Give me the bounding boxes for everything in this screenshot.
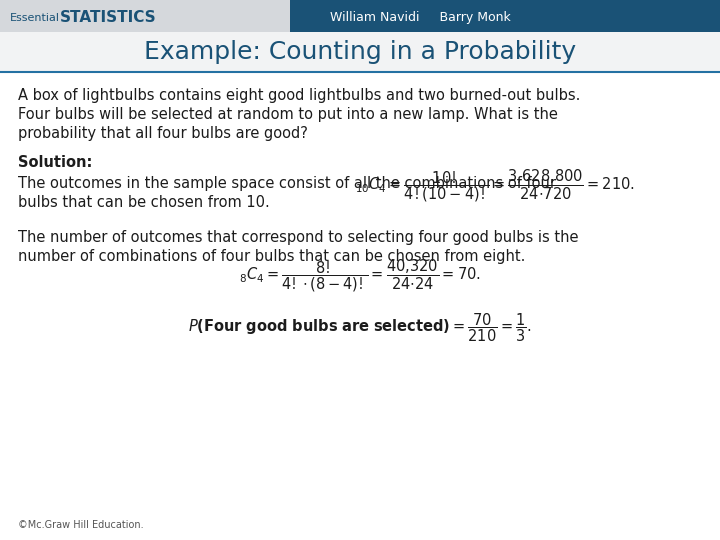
Text: ${}_{10}C_4 = \dfrac{10!}{4!(10-4)!} = \dfrac{3{,}628{,}800}{24{\cdot}720} = 210: ${}_{10}C_4 = \dfrac{10!}{4!(10-4)!} = \… [355, 168, 635, 204]
Text: Four bulbs will be selected at random to put into a new lamp. What is the: Four bulbs will be selected at random to… [18, 107, 558, 122]
Text: A box of lightbulbs contains eight good lightbulbs and two burned-out bulbs.: A box of lightbulbs contains eight good … [18, 88, 580, 103]
Text: The outcomes in the sample space consist of all the combinations of four: The outcomes in the sample space consist… [18, 176, 556, 191]
Bar [0, 0, 290, 35]
Text: probability that all four bulbs are good?: probability that all four bulbs are good… [18, 126, 308, 141]
Text: $P\mathbf{(Four\ good\ bulbs\ are\ selected)} = \dfrac{70}{210} = \dfrac{1}{3}.$: $P\mathbf{(Four\ good\ bulbs\ are\ selec… [188, 312, 532, 345]
Text: The number of outcomes that correspond to selecting four good bulbs is the: The number of outcomes that correspond t… [18, 230, 578, 245]
Bar [0, 32, 720, 72]
Text: STATISTICS: STATISTICS [60, 10, 157, 25]
Text: number of combinations of four bulbs that can be chosen from eight.: number of combinations of four bulbs tha… [18, 249, 526, 264]
Text: ©Mc.Graw Hill Education.: ©Mc.Graw Hill Education. [18, 520, 143, 530]
Text: bulbs that can be chosen from 10.: bulbs that can be chosen from 10. [18, 195, 270, 210]
Text: Essential: Essential [10, 13, 60, 23]
Bar [0, 0, 720, 35]
Text: ${}_{8}C_4 = \dfrac{8!}{4! \cdot (8-4)!} = \dfrac{40{,}320}{24{\cdot}24} = 70.$: ${}_{8}C_4 = \dfrac{8!}{4! \cdot (8-4)!}… [239, 258, 481, 294]
Text: Example: Counting in a Probability: Example: Counting in a Probability [144, 40, 576, 64]
Text: William Navidi     Barry Monk: William Navidi Barry Monk [330, 11, 510, 24]
Text: Solution:: Solution: [18, 155, 92, 170]
